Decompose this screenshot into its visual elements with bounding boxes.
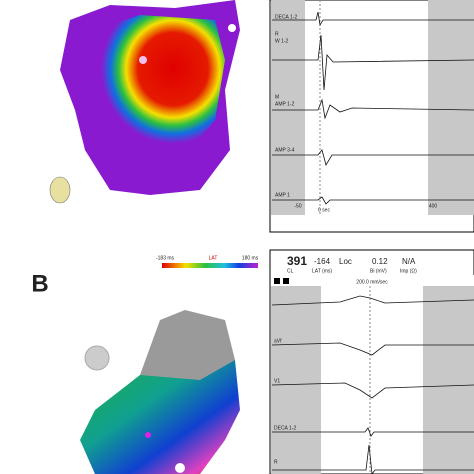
- readout-value: 0.12: [372, 257, 388, 266]
- egm-trace: [271, 342, 474, 356]
- marker: [84, 345, 110, 371]
- egm-trace: [272, 98, 474, 120]
- readout-label: Bi (mV): [370, 268, 387, 274]
- readout-label: Imp (Ω): [400, 268, 417, 274]
- marker: [139, 56, 147, 64]
- orientation-icon: [49, 176, 71, 204]
- egm-trace: [272, 444, 474, 474]
- window-shade: [423, 275, 474, 474]
- egm-trace: [272, 34, 474, 91]
- time-label: -50: [294, 203, 301, 209]
- readout-value: N/A: [402, 257, 416, 266]
- channel-label: M: [275, 94, 279, 100]
- marker: [175, 463, 185, 473]
- channel-label: AMP 1: [275, 192, 290, 198]
- egm-trace: [272, 149, 474, 167]
- marker: [145, 432, 151, 438]
- channel-label: AMP 3-4: [275, 147, 295, 153]
- egm-trace: [272, 196, 474, 205]
- readout-value: -164: [314, 257, 331, 266]
- sweep-speed: 200.0 mm/sec: [356, 279, 388, 285]
- color-bar-title: LAT: [209, 255, 218, 261]
- channel-label: R: [275, 31, 279, 37]
- activation-area: [80, 360, 240, 474]
- color-bar-min: -183 ms: [156, 255, 175, 261]
- window-shade: [271, 275, 321, 474]
- readout-label: CL: [287, 268, 294, 274]
- window-shade: [271, 0, 305, 215]
- egm-trace: [271, 382, 474, 399]
- icon: [274, 278, 280, 284]
- egm-trace: [272, 427, 474, 437]
- channel-label: W 1-2: [275, 38, 289, 44]
- readout-value: 391: [287, 254, 307, 268]
- egm-trace: [272, 11, 474, 27]
- marker: [228, 24, 236, 32]
- channel-label: V1: [274, 378, 280, 384]
- channel-label: DECA 1-2: [275, 14, 297, 20]
- time-label: 0 sec: [318, 207, 330, 213]
- header-strip: [271, 275, 474, 286]
- icon: [283, 278, 289, 284]
- color-bar-max: 180 ms: [242, 255, 259, 261]
- color-bar: [162, 263, 258, 268]
- readout-label: LAT (ms): [312, 268, 332, 274]
- panel-label: B: [31, 270, 48, 297]
- channel-label: AMP 1-2: [275, 101, 295, 107]
- readout-value: Loc: [339, 257, 352, 266]
- channel-label: DECA 1-2: [274, 425, 296, 431]
- activation-area: [95, 15, 225, 150]
- channel-label: aVf: [274, 338, 282, 344]
- window-shade: [428, 0, 474, 215]
- channel-label: R: [274, 459, 278, 465]
- egm-trace: [271, 295, 474, 306]
- time-label: 400: [429, 203, 438, 209]
